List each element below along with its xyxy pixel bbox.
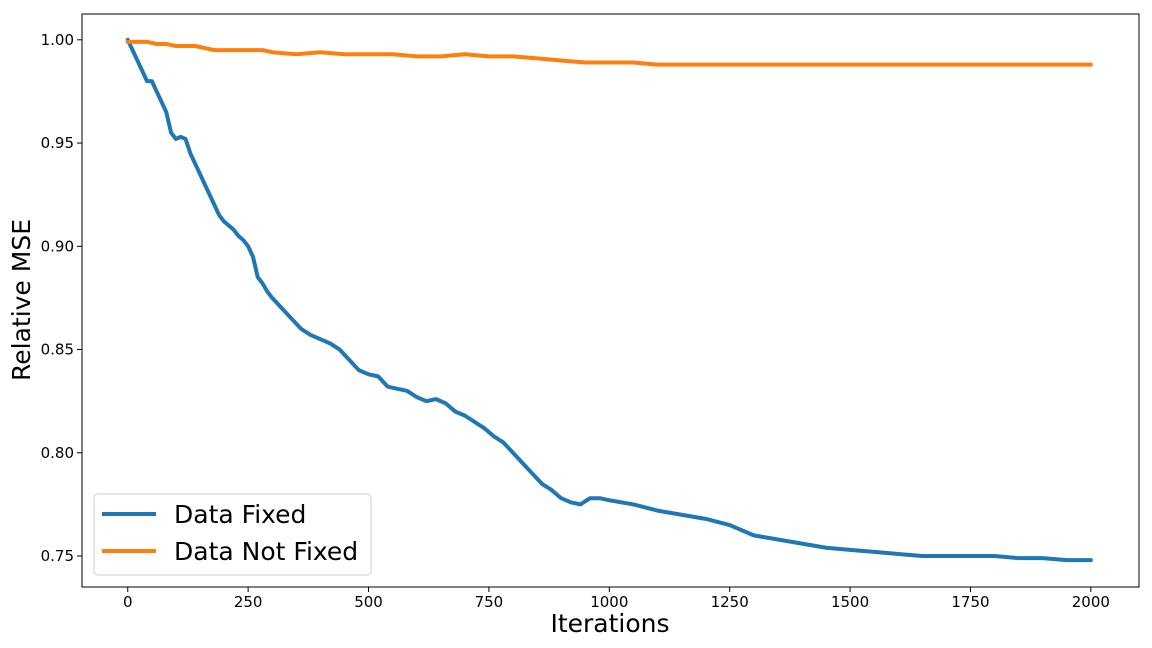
plot-frame [81, 13, 1140, 588]
series-line-data-not-fixed [125, 39, 1093, 67]
legend-label-data-not-fixed: Data Not Fixed [174, 537, 358, 566]
y-axis-label: Relative MSE [7, 219, 36, 381]
x-axis-ticks: 0 250 500 750 1000 1250 1500 1750 2000 [123, 587, 1110, 611]
x-axis-label: Iterations [550, 609, 669, 638]
x-tick-label: 250 [234, 593, 263, 611]
y-tick-label: 1.00 [41, 31, 74, 49]
legend: Data Fixed Data Not Fixed [93, 493, 372, 576]
x-tick-label: 500 [354, 593, 383, 611]
x-tick-label: 1750 [951, 593, 989, 611]
x-tick-label: 1250 [711, 593, 749, 611]
x-tick-label: 0 [123, 593, 133, 611]
x-tick-label: 750 [475, 593, 504, 611]
x-tick-label: 2000 [1072, 593, 1110, 611]
y-tick-label: 0.85 [41, 341, 74, 359]
legend-label-data-fixed: Data Fixed [174, 500, 306, 529]
y-tick-label: 0.95 [41, 134, 74, 152]
y-axis-ticks: 0.75 0.80 0.85 0.90 0.95 1.00 [41, 31, 82, 565]
legend-box [93, 493, 372, 576]
y-tick-label: 0.90 [41, 237, 74, 255]
series-line-data-fixed [125, 37, 1093, 563]
y-tick-label: 0.80 [41, 444, 74, 462]
x-tick-label: 1000 [590, 593, 628, 611]
x-tick-label: 1500 [831, 593, 869, 611]
y-tick-label: 0.75 [41, 547, 74, 565]
series-layer [125, 37, 1093, 563]
